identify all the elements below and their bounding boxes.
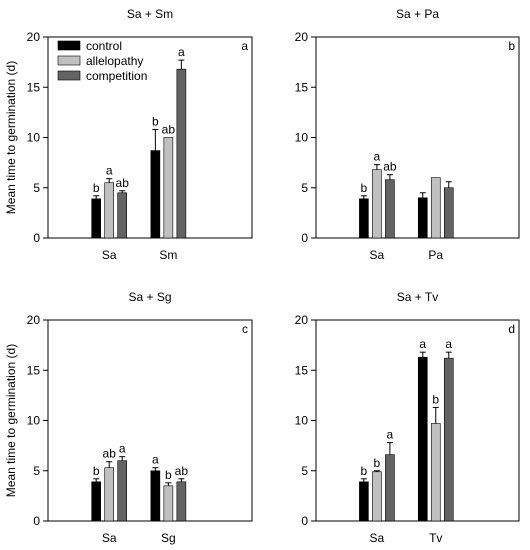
y-axis-label: Mean time to germination (d) xyxy=(4,61,18,214)
significance-letter: ab xyxy=(175,464,189,478)
category-label: Sm xyxy=(159,248,177,262)
bar-control-Tv xyxy=(417,356,428,522)
bar-competition-Pa xyxy=(443,187,454,239)
significance-letter: b xyxy=(361,181,368,195)
panel-b: Sa + Pa b 0 5 10 15 20 Sa b aab Pa xyxy=(295,7,520,262)
y-axis-label: Mean time to germination (d) xyxy=(4,344,18,497)
panel-letter: c xyxy=(242,322,248,336)
bar-allelopathy-Sa xyxy=(104,182,114,239)
category-label: Pa xyxy=(428,248,443,262)
significance-letter: a xyxy=(445,337,452,351)
bar-allelopathy-Pa xyxy=(430,177,441,239)
significance-letter: a xyxy=(419,337,426,351)
plot-frame xyxy=(315,36,520,239)
legend-swatch-control xyxy=(57,40,81,51)
panel-letter: a xyxy=(241,39,248,53)
bar-control-Sm xyxy=(150,150,161,239)
y-tick-label: 10 xyxy=(295,131,309,145)
y-tick-label: 15 xyxy=(27,363,41,377)
y-tick-label: 20 xyxy=(295,313,309,327)
significance-letter: b xyxy=(93,181,100,195)
panel-a: Sa + Sm a 0 5 10 15 20 Mean time to germination… xyxy=(4,7,253,262)
significance-letter: a xyxy=(178,45,185,59)
legend-swatch-competition xyxy=(57,70,81,81)
significance-letter: b xyxy=(361,464,368,478)
bar-control-Sg xyxy=(150,470,161,522)
significance-letter: b xyxy=(165,468,172,482)
panel-title: Sa + Sg xyxy=(128,290,171,304)
y-tick-label: 10 xyxy=(295,414,309,428)
panel-title: Sa + Tv xyxy=(397,290,438,304)
y-tick-label: 0 xyxy=(33,231,40,245)
significance-letter: a xyxy=(119,442,126,456)
bar-allelopathy-Sa xyxy=(372,169,382,239)
y-tick-label: 5 xyxy=(33,181,40,195)
bar-competition-Sa xyxy=(117,460,127,522)
y-tick-label: 20 xyxy=(295,30,309,44)
category-label: Sa xyxy=(102,531,117,545)
category-label: Tv xyxy=(429,531,442,545)
significance-letter: b xyxy=(93,464,100,478)
y-tick-label: 0 xyxy=(301,514,308,528)
category-label: Sa xyxy=(370,248,385,262)
legend-label-control: control xyxy=(86,39,122,53)
y-tick-label: 0 xyxy=(301,231,308,245)
significance-letter: ab xyxy=(103,447,117,461)
y-tick-label: 20 xyxy=(27,30,41,44)
legend-label-competition: competition xyxy=(86,69,147,83)
bar-competition-Tv xyxy=(443,357,454,522)
panel-letter: d xyxy=(508,322,515,336)
significance-letter: ab xyxy=(383,160,397,174)
significance-letter: a xyxy=(387,428,394,442)
bar-allelopathy-Sm xyxy=(163,137,174,239)
bar-allelopathy-Tv xyxy=(430,423,441,522)
significance-letter: ab xyxy=(162,123,176,137)
significance-letter: a xyxy=(374,150,381,164)
significance-letter: b xyxy=(152,114,159,128)
category-label: Sa xyxy=(102,248,117,262)
category-label: Sg xyxy=(161,531,176,545)
plot-frame xyxy=(47,319,253,522)
legend-label-allelopathy: allelopathy xyxy=(86,54,143,68)
panel-title: Sa + Pa xyxy=(396,7,439,21)
bar-control-Sa xyxy=(91,198,101,239)
category-label: Sa xyxy=(370,531,385,545)
bar-control-Pa xyxy=(417,197,428,239)
y-tick-label: 5 xyxy=(301,464,308,478)
bar-competition-Sa xyxy=(385,179,395,239)
bar-allelopathy-Sa xyxy=(104,467,114,522)
significance-letter: b xyxy=(374,456,381,470)
legend-swatch-allelopathy xyxy=(57,55,81,66)
plot-frame xyxy=(47,36,253,239)
bar-competition-Sg xyxy=(176,481,187,522)
y-tick-label: 5 xyxy=(33,464,40,478)
significance-letter: a xyxy=(106,164,113,178)
panel-title: Sa + Sm xyxy=(127,7,173,21)
bar-competition-Sm xyxy=(176,68,187,239)
y-tick-label: 15 xyxy=(295,80,309,94)
y-tick-label: 20 xyxy=(27,313,41,327)
significance-letter: a xyxy=(152,453,159,467)
y-tick-label: 5 xyxy=(301,181,308,195)
significance-letter: ab xyxy=(116,176,130,190)
y-tick-label: 15 xyxy=(27,80,41,94)
bar-control-Sa xyxy=(91,481,101,522)
y-tick-label: 0 xyxy=(33,514,40,528)
panel-letter: b xyxy=(508,39,515,53)
bar-competition-Sa xyxy=(385,454,395,522)
significance-letter: b xyxy=(432,392,439,406)
plot-frame xyxy=(315,319,520,522)
panel-c: Sa + Sg c 0 5 10 15 20 Mean time to germination… xyxy=(4,290,253,545)
bar-allelopathy-Sg xyxy=(163,485,174,522)
y-tick-label: 10 xyxy=(27,131,41,145)
bar-competition-Sa xyxy=(117,192,127,239)
bar-allelopathy-Sa xyxy=(372,471,382,522)
y-tick-label: 10 xyxy=(27,414,41,428)
bar-control-Sa xyxy=(359,198,369,239)
y-tick-label: 15 xyxy=(295,363,309,377)
bar-control-Sa xyxy=(359,481,369,522)
